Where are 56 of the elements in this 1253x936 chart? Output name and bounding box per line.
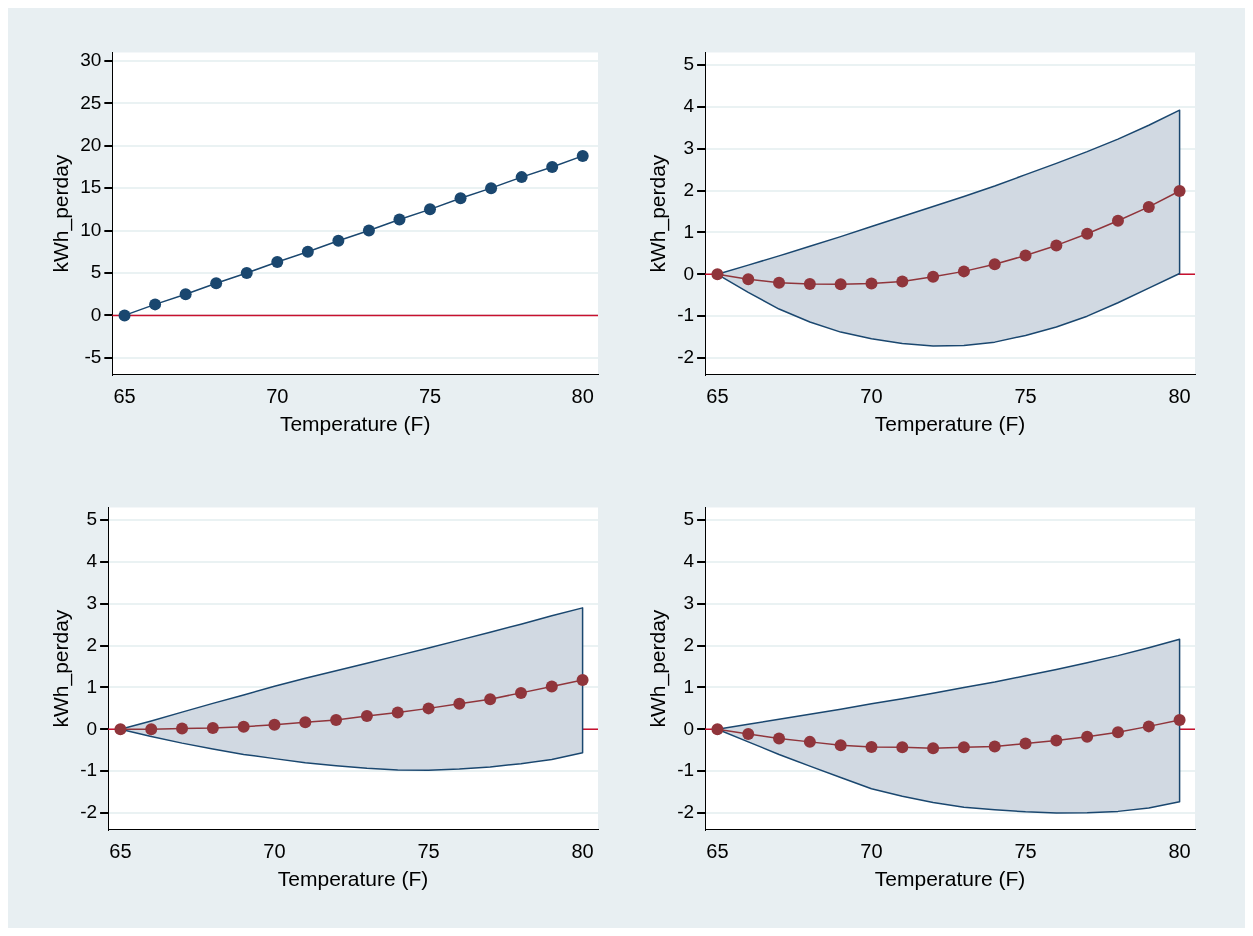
y-tick-label: 0: [683, 717, 695, 739]
y-tick-label: 5: [683, 508, 695, 530]
x-tick-label: 70: [263, 840, 286, 863]
x-tick-label: 65: [113, 385, 136, 408]
y-tick-label: -1: [677, 304, 695, 326]
y-tick-label: -2: [677, 801, 695, 823]
x-tick-label: 75: [418, 385, 442, 408]
y-tick-label: 5: [683, 53, 695, 75]
y-tick-label: 10: [80, 218, 102, 240]
y-tick-label: -1: [677, 759, 695, 781]
y-tick-label: 2: [86, 633, 98, 655]
y-tick-label: 20: [80, 133, 102, 155]
y-tick-label: 4: [683, 95, 695, 117]
x-tick-label: 65: [706, 385, 729, 408]
y-tick-label: 15: [80, 176, 102, 198]
y-tick-label: -2: [677, 346, 695, 368]
y-axis-title: kWh_perday: [49, 154, 74, 273]
y-axis-title: kWh_perday: [646, 609, 671, 728]
y-axis-title: kWh_perday: [646, 154, 671, 273]
y-tick-label: 25: [80, 91, 102, 113]
y-tick-label: 0: [683, 262, 695, 284]
y-tick-label: 30: [80, 49, 102, 71]
y-tick-label: 3: [683, 136, 695, 158]
x-axis-title: Temperature (F): [874, 867, 1026, 891]
y-axis-title: kWh_perday: [49, 609, 74, 728]
x-tick-label: 80: [1168, 385, 1191, 408]
x-axis-title: Temperature (F): [874, 412, 1026, 436]
y-tick-label: 3: [86, 591, 98, 613]
y-tick-label: 2: [683, 633, 695, 655]
x-tick-label: 65: [706, 840, 729, 863]
y-tick-label: 1: [86, 675, 98, 697]
y-tick-label: -1: [80, 759, 98, 781]
y-tick-label: 5: [90, 261, 102, 283]
x-tick-label: 75: [1014, 840, 1037, 863]
y-tick-label: 1: [683, 675, 695, 697]
x-tick-label: 80: [571, 840, 594, 863]
x-tick-label: 75: [417, 840, 440, 863]
x-axis-title: Temperature (F): [279, 412, 431, 436]
x-tick-label: 70: [266, 385, 289, 408]
x-tick-label: 65: [109, 840, 132, 863]
y-tick-label: 4: [683, 550, 695, 572]
x-tick-label: 70: [860, 840, 883, 863]
y-tick-label: 0: [86, 717, 98, 739]
y-tick-label: -5: [84, 346, 102, 368]
x-axis-title: Temperature (F): [277, 867, 429, 891]
y-tick-label: -2: [80, 801, 98, 823]
y-tick-label: 4: [86, 550, 98, 572]
x-tick-label: 70: [860, 385, 883, 408]
x-tick-label: 80: [571, 385, 594, 408]
y-tick-label: 1: [683, 220, 695, 242]
y-tick-label: 0: [90, 303, 102, 325]
x-tick-label: 75: [1014, 385, 1037, 408]
y-tick-label: 3: [683, 591, 695, 613]
y-tick-label: 2: [683, 178, 695, 200]
y-tick-label: 5: [86, 508, 98, 530]
x-tick-label: 80: [1168, 840, 1191, 863]
